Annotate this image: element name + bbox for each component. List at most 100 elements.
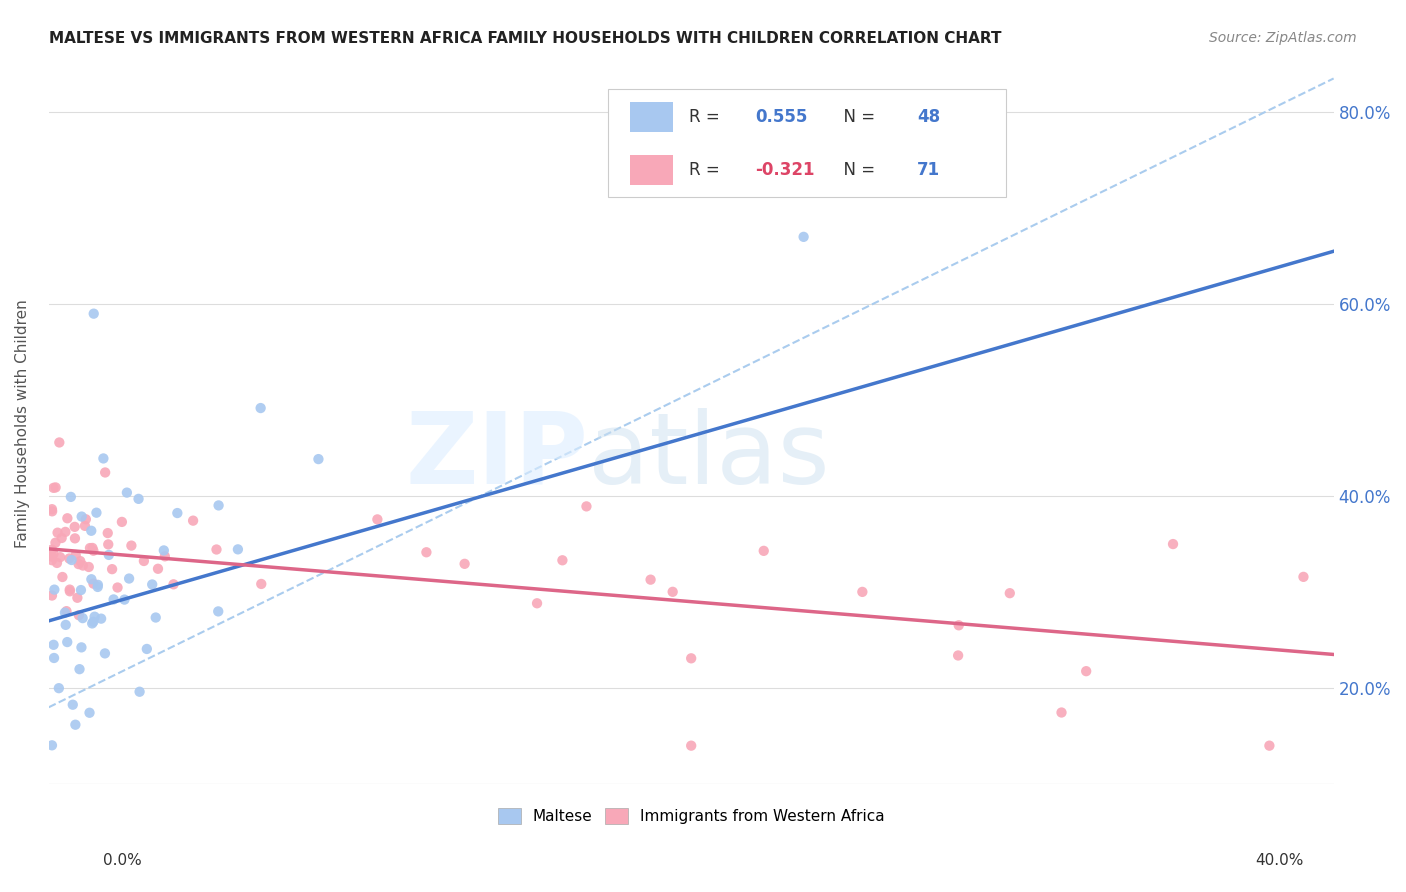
Point — [53, 606, 76, 620]
Point — [1161, 537, 1184, 551]
Point — [86, 506, 108, 520]
Point — [453, 557, 475, 571]
Point — [132, 554, 155, 568]
Point — [65, 548, 87, 562]
Point — [120, 539, 142, 553]
Point — [250, 577, 273, 591]
Point — [83, 609, 105, 624]
Point — [101, 562, 124, 576]
Point — [53, 524, 76, 539]
Point — [575, 500, 598, 514]
Text: ZIP: ZIP — [405, 408, 588, 505]
Point — [59, 490, 82, 504]
Point — [307, 452, 329, 467]
Point — [79, 541, 101, 555]
Point — [63, 520, 86, 534]
Point — [58, 551, 80, 566]
Point — [66, 591, 89, 605]
Point — [946, 648, 969, 663]
Point — [1076, 664, 1098, 678]
Point — [59, 584, 82, 599]
Point — [48, 435, 70, 450]
Text: -0.321: -0.321 — [755, 161, 815, 179]
Point — [153, 549, 176, 564]
Point — [681, 651, 703, 665]
Point — [1050, 706, 1073, 720]
Point — [82, 616, 104, 631]
Point — [551, 553, 574, 567]
Text: atlas: atlas — [588, 408, 830, 505]
Point — [46, 556, 69, 570]
Point — [51, 570, 73, 584]
Point — [72, 558, 94, 573]
Point — [56, 511, 79, 525]
Point — [62, 698, 84, 712]
Point — [82, 543, 104, 558]
Text: N =: N = — [832, 108, 880, 126]
Point — [51, 531, 73, 545]
FancyBboxPatch shape — [630, 155, 673, 185]
Point — [77, 560, 100, 574]
Point — [69, 554, 91, 568]
Point — [640, 573, 662, 587]
Point — [205, 542, 228, 557]
Point — [67, 557, 90, 571]
Text: 71: 71 — [917, 161, 941, 179]
Point — [94, 646, 117, 660]
Point — [851, 585, 873, 599]
Text: 0.0%: 0.0% — [103, 854, 142, 868]
Point — [42, 651, 65, 665]
Point — [107, 581, 129, 595]
Point — [45, 480, 67, 494]
Point — [41, 504, 63, 518]
Point — [55, 604, 77, 618]
Point — [75, 512, 97, 526]
Point — [752, 544, 775, 558]
Point — [41, 549, 63, 564]
Point — [94, 466, 117, 480]
Point — [67, 608, 90, 623]
Point — [73, 519, 96, 533]
Point — [42, 481, 65, 495]
Point — [115, 485, 138, 500]
Point — [44, 535, 66, 549]
Point — [46, 525, 69, 540]
Point — [42, 638, 65, 652]
Point — [128, 684, 150, 698]
Text: N =: N = — [832, 161, 880, 179]
Point — [103, 592, 125, 607]
Legend: Maltese, Immigrants from Western Africa: Maltese, Immigrants from Western Africa — [492, 802, 891, 830]
Point — [41, 502, 63, 516]
Point — [145, 610, 167, 624]
Point — [153, 543, 176, 558]
Point — [72, 611, 94, 625]
Point — [207, 604, 229, 618]
Point — [1258, 739, 1281, 753]
Point — [41, 542, 63, 557]
Point — [60, 553, 83, 567]
Point — [998, 586, 1021, 600]
Point — [207, 499, 229, 513]
Point — [948, 618, 970, 632]
Y-axis label: Family Households with Children: Family Households with Children — [15, 300, 30, 549]
Point — [226, 542, 249, 557]
Point — [63, 532, 86, 546]
Point — [118, 572, 141, 586]
Point — [135, 642, 157, 657]
Point — [97, 548, 120, 562]
Text: 40.0%: 40.0% — [1256, 854, 1303, 868]
Text: R =: R = — [689, 108, 724, 126]
Point — [249, 401, 271, 415]
Point — [65, 717, 87, 731]
Point — [41, 589, 63, 603]
Point — [87, 580, 110, 594]
Point — [48, 681, 70, 696]
FancyBboxPatch shape — [607, 89, 1005, 197]
Text: Source: ZipAtlas.com: Source: ZipAtlas.com — [1209, 31, 1357, 45]
Point — [793, 230, 815, 244]
Point — [1292, 570, 1315, 584]
Point — [70, 640, 93, 655]
Point — [44, 582, 66, 597]
Point — [681, 739, 703, 753]
Point — [83, 307, 105, 321]
